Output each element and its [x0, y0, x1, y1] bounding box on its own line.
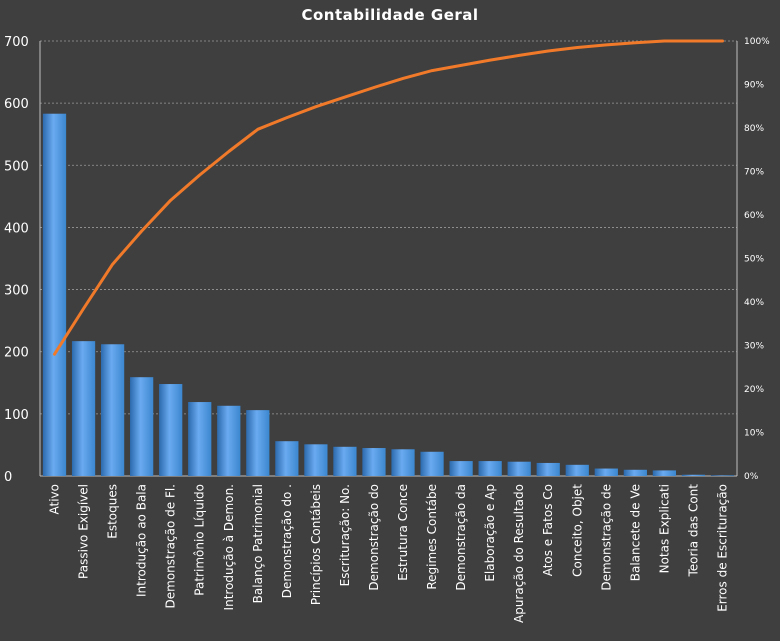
bars [42, 113, 735, 476]
y2-tick-label: 20% [744, 385, 764, 395]
x-tick-label: Demonstração do [367, 484, 381, 591]
bar [188, 402, 212, 476]
x-tick-label: Conceito, Objet [570, 484, 584, 577]
bar [420, 451, 444, 476]
cumulative-line [53, 39, 724, 356]
bar [565, 464, 589, 476]
x-tick-label: Elaboração e Ap [483, 484, 497, 582]
bar [710, 475, 735, 476]
x-tick-label: Atos e Fatos Co [541, 484, 555, 576]
bar [623, 469, 647, 476]
x-tick-label: Introdução ao Bala [135, 484, 149, 597]
y2-tick-label: 50% [744, 255, 764, 265]
x-tick-label: Estoques [106, 484, 120, 539]
x-tick-label: Escrituração: No. [338, 484, 352, 586]
x-tick-label: Demonstração da [454, 484, 468, 591]
bar [333, 446, 357, 476]
y2-tick-label: 90% [744, 81, 764, 91]
y-tick-label: 600 [4, 97, 29, 112]
y2-tick-label: 60% [744, 211, 764, 221]
chart-title: Contabilidade Geral [301, 6, 479, 24]
y2-tick-label: 80% [744, 124, 764, 134]
bar [246, 410, 270, 476]
y-tick-label: 0 [4, 470, 12, 485]
x-tick-label: Teoria das Cont [686, 484, 700, 578]
x-tick-label: Ativo [48, 484, 62, 514]
y-tick-label: 700 [4, 35, 29, 50]
y2-tick-label: 10% [744, 429, 764, 439]
grid-lines [40, 40, 737, 415]
x-tick-label: Princípios Contábeis [309, 484, 323, 605]
bar [594, 468, 618, 476]
y-tick-label: 200 [4, 346, 29, 361]
x-tick-label: Patrimônio Líquido [193, 484, 207, 596]
bar [275, 441, 299, 476]
y-tick-label: 400 [4, 221, 29, 236]
x-tick-label: Regimes Contábe [425, 484, 439, 590]
bar [130, 377, 154, 476]
bar [536, 462, 560, 476]
x-tick-label: Balancete de Ve [628, 484, 642, 581]
bar [681, 474, 706, 476]
x-tick-label: Erros de Escrituração [715, 484, 729, 612]
cumulative-percent-line [53, 39, 724, 356]
bar [100, 344, 125, 476]
x-tick-label: Apuração do Resultado [512, 484, 526, 623]
y2-tick-label: 40% [744, 298, 764, 308]
bar [159, 384, 183, 476]
x-tick-label: Demonstração de Fl. [164, 484, 178, 608]
x-tick-label: Demonstração do . [280, 484, 294, 598]
bar [478, 461, 502, 476]
y-tick-label: 500 [4, 159, 29, 174]
x-tick-label: Notas Explicati [657, 484, 671, 573]
y2-tick-label: 0% [744, 472, 759, 482]
bar [362, 448, 386, 476]
bar [71, 341, 96, 476]
bar [507, 461, 531, 476]
bar [42, 113, 67, 476]
y-tick-label: 100 [4, 408, 29, 423]
bar [449, 461, 473, 476]
y2-tick-label: 70% [744, 168, 764, 178]
tick-labels: 0 100 200 300 400 500 600 700 0% 10% 20% 30% 40% 50% 6… [4, 35, 770, 623]
bar [391, 449, 415, 476]
y2-tick-label: 30% [744, 342, 764, 352]
x-tick-label: Demonstração de [599, 484, 613, 591]
x-tick-label: Estrutura Conce [396, 484, 410, 581]
bar [217, 405, 241, 476]
axes [39, 41, 738, 477]
x-tick-label: Balanço Patrimonial [251, 484, 265, 603]
x-tick-label: Introdução à Demon. [222, 484, 236, 610]
x-tick-label: Passivo Exigível [77, 484, 91, 579]
bar [652, 470, 677, 476]
y2-tick-label: 100% [744, 37, 770, 47]
bar [304, 444, 328, 476]
y-tick-label: 300 [4, 284, 29, 299]
